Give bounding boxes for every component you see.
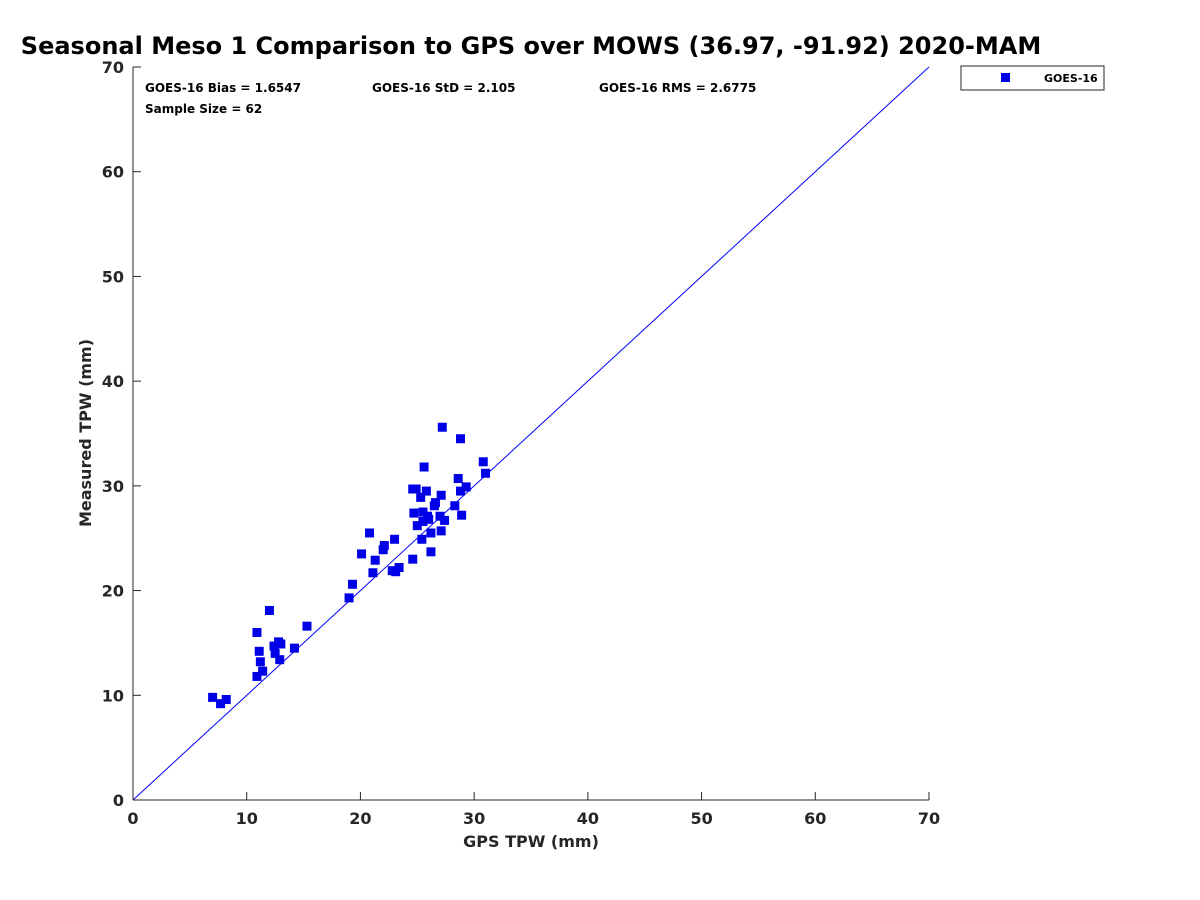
x-axis-label: GPS TPW (mm) (463, 832, 599, 851)
data-point (409, 508, 419, 518)
data-point (478, 457, 488, 467)
stat-sample-size: Sample Size = 62 (145, 102, 262, 116)
data-point (347, 579, 357, 589)
x-tick-label: 20 (349, 809, 371, 828)
reference-line-layer (132, 66, 930, 801)
y-tick-label: 20 (102, 582, 124, 601)
data-point (216, 699, 226, 709)
points-layer (208, 422, 491, 709)
stat-rms: GOES-16 RMS = 2.6775 (599, 81, 756, 95)
legend-marker-goes16 (1001, 73, 1010, 82)
one-to-one-line (132, 66, 930, 801)
data-point (390, 534, 400, 544)
x-tick-label: 10 (236, 809, 258, 828)
data-point (302, 621, 312, 631)
x-tick-label: 70 (918, 809, 940, 828)
legend: GOES-16 (960, 65, 1105, 91)
data-point (365, 528, 375, 538)
data-point (435, 511, 445, 521)
y-tick-label: 40 (102, 372, 124, 391)
data-point (436, 490, 446, 500)
data-point (368, 568, 378, 578)
data-point (412, 521, 422, 531)
data-point (456, 434, 465, 444)
data-point (430, 498, 440, 508)
data-point (411, 484, 421, 494)
data-point (269, 641, 279, 651)
data-point (357, 549, 367, 559)
y-tick-label: 70 (102, 58, 124, 77)
legend-label-goes16: GOES-16 (1044, 72, 1098, 85)
data-point (408, 554, 418, 564)
data-point (419, 462, 429, 472)
data-point (437, 422, 447, 432)
data-point (416, 492, 426, 502)
data-point (289, 643, 299, 653)
x-tick-label: 40 (577, 809, 599, 828)
data-point (379, 541, 389, 551)
stat-bias: GOES-16 Bias = 1.6547 (145, 81, 301, 95)
data-point (456, 486, 465, 496)
stats-annotations: GOES-16 Bias = 1.6547 GOES-16 StD = 2.10… (145, 81, 756, 116)
data-point (252, 627, 262, 637)
data-point (208, 692, 218, 702)
data-point (276, 639, 286, 649)
y-tick-label: 60 (102, 163, 124, 182)
data-point (344, 593, 354, 603)
data-point (275, 655, 285, 665)
data-point (426, 528, 436, 538)
data-point (481, 468, 491, 478)
x-tick-label: 30 (463, 809, 485, 828)
data-point (453, 474, 463, 484)
y-tick-label: 30 (102, 477, 124, 496)
data-point (370, 555, 380, 565)
legend-box (960, 65, 1105, 91)
stat-std: GOES-16 StD = 2.105 (372, 81, 515, 95)
x-tick-label: 50 (690, 809, 712, 828)
data-point (417, 534, 427, 544)
data-point (436, 526, 446, 536)
data-point (254, 646, 264, 656)
y-tick-label: 0 (113, 791, 124, 810)
data-point (450, 501, 460, 511)
x-tick-label: 60 (804, 809, 826, 828)
data-point (221, 694, 231, 704)
data-point (418, 516, 428, 526)
data-point (270, 648, 280, 658)
data-point (252, 671, 262, 681)
data-point (421, 486, 431, 496)
data-point (258, 666, 268, 676)
x-tick-label: 0 (127, 809, 138, 828)
data-point (457, 510, 467, 520)
data-point (424, 514, 434, 524)
y-tick-label: 10 (102, 686, 124, 705)
data-point (264, 605, 274, 615)
y-tick-label: 50 (102, 267, 124, 286)
y-axis-label: Measured TPW (mm) (76, 339, 95, 527)
data-point (394, 563, 404, 573)
data-point (426, 547, 436, 557)
axes-layer: 0 10 20 30 40 50 60 70 0 10 20 30 40 50 60 70 (102, 58, 940, 828)
data-point (255, 657, 265, 667)
chart-title: Seasonal Meso 1 Comparison to GPS over M… (21, 32, 1041, 60)
data-point (440, 515, 450, 525)
data-point (418, 507, 428, 517)
data-point (461, 482, 471, 492)
